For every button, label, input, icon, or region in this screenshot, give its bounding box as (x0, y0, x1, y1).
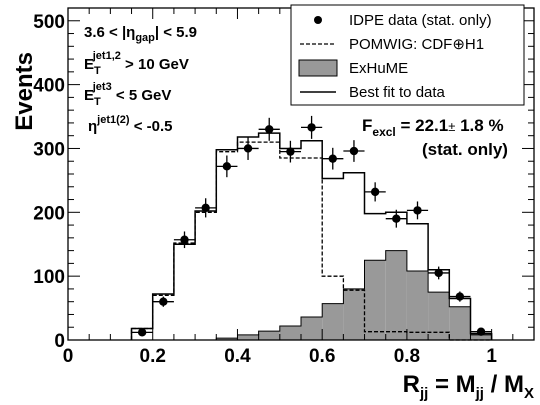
data-marker (243, 144, 253, 153)
data-marker (265, 125, 274, 134)
data-point (364, 182, 386, 202)
legend-item-pomwig: POMWIG: CDF⊕H1 (300, 36, 484, 53)
x-tick-label: 0.8 (394, 346, 420, 367)
data-marker (370, 187, 380, 197)
exhume-histogram (131, 250, 493, 341)
data-marker (455, 292, 465, 301)
y-tick-label: 100 (33, 267, 65, 288)
exhume-bin (216, 338, 238, 340)
data-marker (159, 297, 168, 306)
data-marker (392, 214, 401, 223)
exhume-bin (364, 260, 386, 340)
cut-eta-jet: ηjet1(2) < -0.5 (88, 114, 173, 135)
y-tick-label: 0 (54, 331, 65, 352)
exhume-bin (301, 317, 323, 340)
data-marker (286, 147, 295, 156)
data-point (279, 140, 301, 163)
exhume-bin (385, 250, 407, 340)
exhume-bin (279, 325, 301, 340)
data-marker (222, 162, 232, 171)
svg-text:POMWIG: CDF⊕H1: POMWIG: CDF⊕H1 (349, 36, 484, 53)
data-marker (413, 206, 422, 215)
y-tick-label: 400 (33, 76, 65, 97)
data-point (343, 140, 365, 162)
exhume-outline (131, 250, 493, 341)
tick-labels: 0 0.2 0.4 0.6 0.8 1 0 100 200 300 400 500 (33, 12, 497, 367)
cut-eta-gap: 3.6 < |ηgap| < 5.9 (84, 24, 197, 44)
exhume-bin (237, 334, 259, 340)
legend-item-exhume: ExHuME (298, 59, 408, 77)
data-point (216, 155, 238, 178)
legend-item-fit: Best fit to data (300, 84, 446, 101)
data-point (131, 328, 153, 337)
x-tick-label: 0 (63, 346, 74, 367)
data-point (237, 136, 259, 160)
data-marker (137, 328, 147, 337)
data-marker (349, 146, 359, 156)
data-point (301, 115, 323, 139)
data-marker (328, 154, 337, 163)
y-tick-label: 500 (33, 12, 65, 33)
svg-text:IDPE data (stat. only): IDPE data (stat. only) (349, 12, 492, 29)
data-point (449, 291, 471, 302)
data-point (385, 209, 407, 228)
data-points (131, 115, 492, 337)
exhume-bin (343, 288, 365, 340)
data-point (322, 147, 344, 170)
x-tick-label: 0.4 (224, 346, 251, 367)
data-point (195, 198, 217, 218)
exhume-bin (406, 271, 429, 340)
cut-et-jet12: ETjet1,2 > 10 GeV (84, 50, 189, 77)
fexcl-value: Fexcl = 22.1± 1.8 % (362, 116, 504, 139)
data-point (470, 327, 492, 336)
legend: IDPE data (stat. only) POMWIG: CDF⊕H1 Ex… (290, 4, 525, 106)
data-point (173, 231, 196, 249)
data-marker (434, 268, 443, 278)
data-marker (476, 327, 486, 336)
best-fit-line (130, 132, 493, 340)
axis-ticks (67, 7, 535, 341)
data-point (428, 266, 450, 280)
cut-et-jet3: ETjet3 < 5 GeV (84, 81, 171, 108)
data-marker (180, 235, 189, 244)
svg-text:ExHuME: ExHuME (349, 60, 408, 77)
data-point (258, 117, 280, 141)
exhume-bin (428, 292, 450, 340)
exhume-bin (322, 303, 344, 340)
exhume-bin (258, 331, 280, 340)
cuts-annotation: 3.6 < |ηgap| < 5.9 ETjet1,2 > 10 GeV ETj… (84, 24, 197, 135)
fexcl-note: (stat. only) (422, 140, 508, 159)
exhume-bin (470, 334, 492, 340)
best-fit-histogram (130, 132, 493, 340)
data-marker (201, 203, 210, 213)
legend-marker-data (314, 16, 322, 24)
x-tick-label: 0.2 (140, 346, 166, 367)
fexcl-annotation: Fexcl = 22.1± 1.8 % (stat. only) (362, 116, 508, 159)
y-axis-title: Events (11, 52, 38, 131)
legend-item-data: IDPE data (stat. only) (314, 12, 492, 29)
legend-marker-exhume (298, 59, 338, 77)
x-tick-label: 0.6 (309, 346, 335, 367)
y-tick-label: 300 (33, 139, 65, 160)
y-tick-label: 200 (33, 203, 65, 224)
data-point (406, 201, 429, 220)
x-tick-label: 1 (486, 346, 497, 367)
exhume-bin (449, 306, 471, 340)
x-axis-title: Rjj = Mjj / MX (403, 371, 534, 402)
data-marker (307, 123, 316, 132)
data-point (152, 296, 174, 307)
svg-text:Best fit to data: Best fit to data (349, 84, 446, 101)
